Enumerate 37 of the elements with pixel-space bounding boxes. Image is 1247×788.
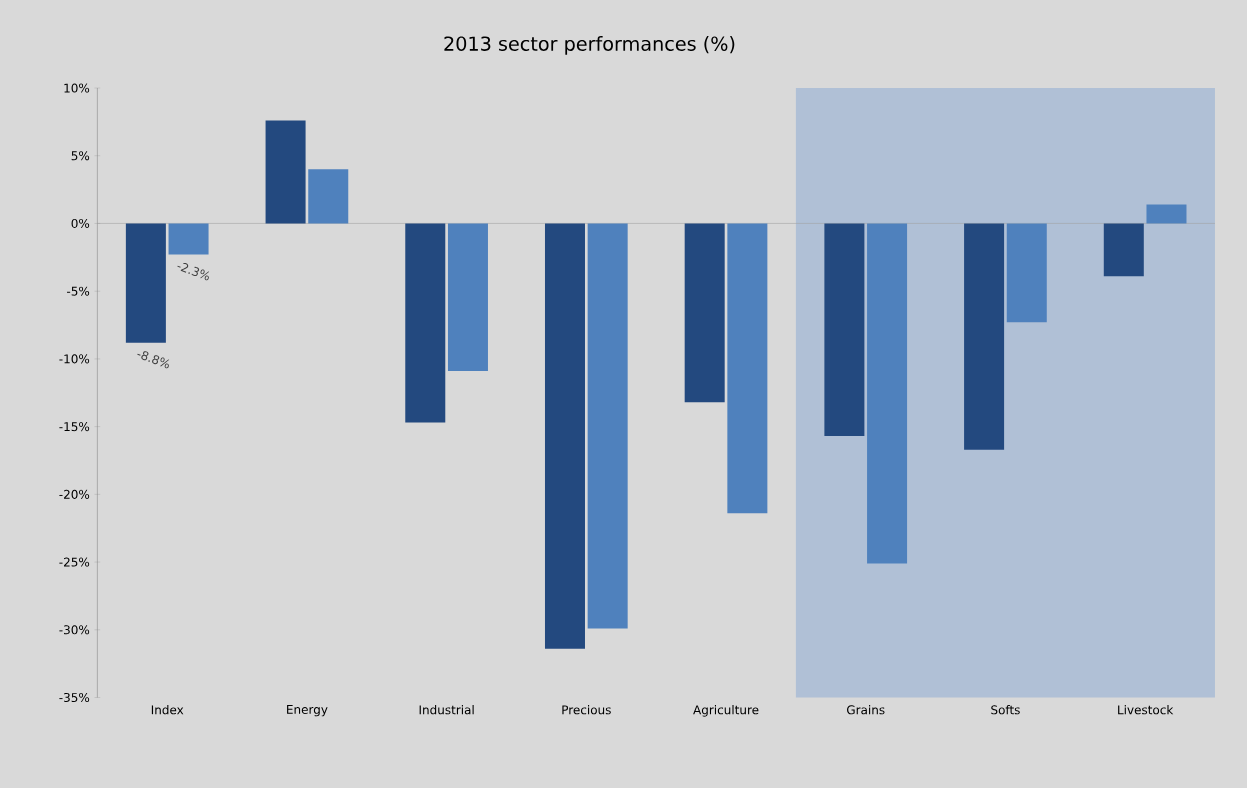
data-label: -8.8% [137,351,170,369]
data-label: -2.3% [177,262,210,281]
y-tick-label: -25% [59,557,90,567]
x-tick-label: Industrial [419,704,474,715]
x-tick-label: Index [151,704,184,715]
x-tick-label: Softs [991,704,1020,715]
bar [1103,223,1144,277]
bar [544,223,585,649]
bar [308,169,349,224]
y-tick-label: -30% [59,625,90,635]
y-tick-label: 5% [71,151,90,161]
bar [1146,204,1187,224]
bar [964,223,1005,450]
x-tick-label: Energy [287,704,328,717]
x-tick-label: Grains [847,704,885,715]
bar [1006,223,1047,323]
bar [125,223,166,343]
y-tick-label: -20% [59,489,90,499]
bar [684,223,725,403]
y-tick-label: 0% [71,218,90,228]
x-tick-label: Precious [562,704,611,715]
bar [587,223,628,629]
y-tick-label: -15% [59,421,90,432]
bar [405,223,446,423]
bar [824,223,865,437]
bar [447,223,488,371]
bar [727,223,768,514]
x-tick-label: Livestock [1118,704,1174,715]
y-tick-label: -35% [59,692,90,702]
bar [867,223,908,564]
y-tick-label: -5% [67,286,90,296]
y-tick-label: 10% [64,83,90,93]
bar [168,223,209,255]
x-tick-label: Agriculture [693,704,759,717]
chart-title: 2013 sector performances (%) [444,35,735,55]
bar [265,120,306,224]
y-tick-label: -10% [59,354,90,364]
